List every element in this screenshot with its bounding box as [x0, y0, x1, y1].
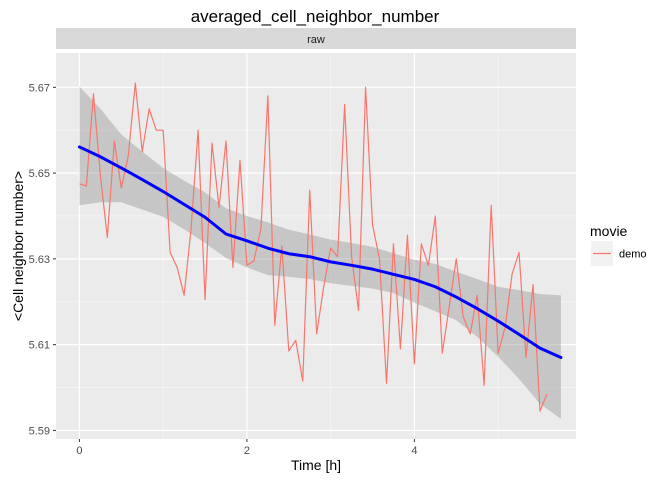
y-tick-label: 5.61 [29, 340, 50, 352]
y-axis: 5.59 5.61 5.63 5.65 5.67 [29, 82, 56, 437]
chart-title: averaged_cell_neighbor_number [191, 7, 440, 26]
facet-strip [56, 28, 576, 49]
confidence-band-layer [79, 86, 561, 419]
y-tick-label: 5.63 [29, 254, 50, 266]
smooth-confidence-band [79, 86, 561, 419]
series-line-demo [79, 82, 548, 412]
legend-label-demo: demo [619, 249, 647, 261]
y-axis-title: <Cell neighbor number> [10, 171, 26, 321]
minor-gridlines [56, 53, 576, 439]
x-tick-label: 2 [244, 445, 250, 457]
smooth-layer [77, 145, 563, 360]
legend-title: movie [590, 223, 628, 239]
x-tick-label: 4 [411, 445, 417, 457]
y-tick-label: 5.59 [29, 425, 50, 437]
y-tick-label: 5.67 [29, 82, 50, 94]
smooth-line [77, 145, 563, 360]
major-gridlines [56, 53, 576, 439]
legend: movie demo [590, 223, 647, 266]
series-layer [79, 82, 548, 412]
x-axis-title: Time [h] [291, 457, 341, 473]
facet-strip-label: raw [307, 34, 325, 46]
y-tick-label: 5.65 [29, 168, 50, 180]
x-axis: 0 2 4 [76, 439, 417, 457]
x-tick-label: 0 [76, 445, 82, 457]
